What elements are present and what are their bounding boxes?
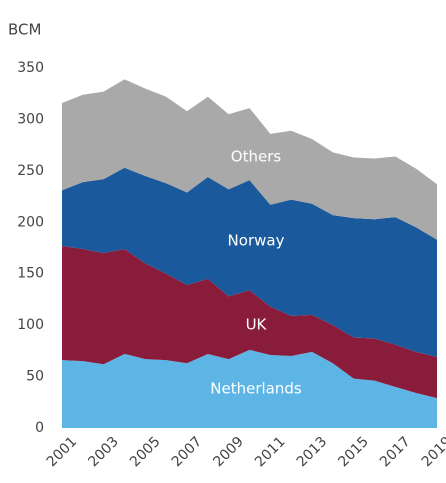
- y-tick-label: 300: [17, 111, 44, 127]
- x-tick-label: 2013: [294, 434, 331, 471]
- area: [62, 349, 437, 428]
- x-tick-label: 2001: [44, 434, 81, 471]
- x-tick-label: 2015: [335, 434, 372, 471]
- area-label: Others: [231, 148, 282, 166]
- x-tick-label: 2017: [377, 434, 414, 471]
- y-tick-label: 350: [17, 60, 44, 76]
- x-tick-label: 2019: [419, 434, 446, 471]
- y-tick-label: 0: [35, 420, 44, 436]
- area-label: UK: [246, 316, 268, 334]
- y-tick-label: 50: [26, 369, 44, 385]
- y-tick-label: 150: [17, 266, 44, 282]
- area: [62, 79, 437, 240]
- x-tick-label: 2009: [210, 434, 247, 471]
- x-tick-label: 2005: [127, 434, 164, 471]
- y-axis-label: BCM: [8, 21, 41, 39]
- area-label: Norway: [228, 232, 285, 250]
- area: [62, 167, 437, 358]
- area: [62, 245, 437, 399]
- y-tick-label: 200: [17, 214, 44, 230]
- x-tick-label: 2003: [85, 434, 122, 471]
- x-tick-label: 2011: [252, 434, 289, 471]
- x-tick-label: 2007: [169, 434, 206, 471]
- area-label: Netherlands: [210, 380, 302, 398]
- y-tick-label: 250: [17, 163, 44, 179]
- y-tick-label: 100: [17, 317, 44, 333]
